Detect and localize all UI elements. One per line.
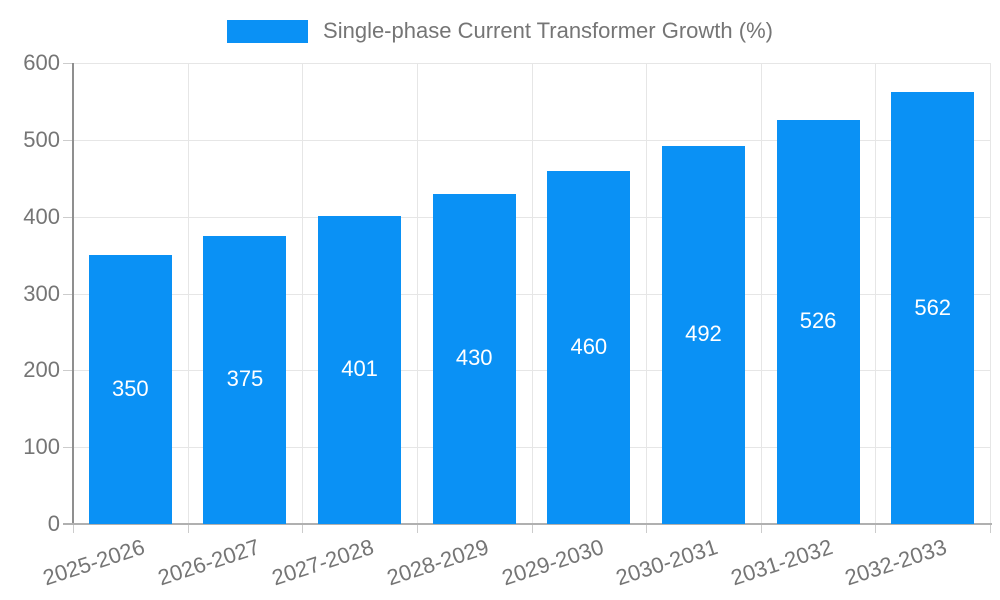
x-axis-tick-6	[760, 525, 762, 533]
y-axis-label-400: 400	[23, 203, 60, 229]
x-axis-label-2026-2027: 2026-2027	[154, 534, 263, 591]
gridline-v-1	[187, 63, 189, 523]
x-axis-tick-8	[990, 525, 991, 533]
gridline-v-5	[646, 63, 648, 523]
y-axis-label-600: 600	[23, 50, 60, 75]
gridline-v-8	[990, 63, 991, 523]
bar-value-label-2032-2033: 562	[914, 294, 952, 320]
gridline-v-3	[416, 63, 418, 523]
bar-2026-2027	[203, 235, 287, 524]
x-axis-label-2028-2029: 2028-2029	[383, 534, 492, 591]
y-axis-tick-400	[63, 216, 73, 218]
x-axis-line	[63, 523, 992, 525]
y-axis-label-100: 100	[23, 434, 60, 460]
y-axis-tick-100	[63, 447, 73, 449]
gridline-v-4	[531, 63, 533, 523]
x-axis-tick-0	[73, 525, 74, 533]
bar-2027-2028	[318, 215, 402, 524]
bar-2025-2026	[88, 255, 172, 524]
x-axis-label-2025-2026: 2025-2026	[39, 534, 148, 591]
bar-2030-2031	[661, 145, 745, 524]
x-axis-tick-1	[187, 525, 189, 533]
x-axis-tick-4	[531, 525, 533, 533]
y-axis-tick-200	[63, 370, 73, 372]
y-axis-tick-300	[63, 293, 73, 295]
legend-label: Single-phase Current Transformer Growth …	[323, 18, 773, 43]
y-axis-label-200: 200	[23, 357, 60, 383]
bar-value-label-2026-2027: 375	[226, 366, 264, 392]
y-axis-tick-500	[63, 139, 73, 141]
y-axis-label-0: 0	[47, 511, 60, 536]
bar-value-label-2027-2028: 401	[341, 356, 378, 382]
x-axis-tick-3	[416, 525, 418, 533]
bar-2032-2033	[891, 92, 975, 524]
y-axis-label-300: 300	[23, 280, 60, 306]
bar-2028-2029	[432, 193, 516, 524]
x-axis-tick-2	[302, 525, 304, 533]
y-axis-label-500: 500	[23, 126, 60, 152]
legend-swatch	[227, 19, 309, 43]
x-axis-tick-7	[875, 525, 877, 533]
gridline-v-6	[760, 63, 762, 523]
x-axis-label-2029-2030: 2029-2030	[498, 534, 607, 591]
x-axis-tick-5	[646, 525, 648, 533]
x-axis-label-2030-2031: 2030-2031	[613, 534, 721, 591]
bar-value-label-2029-2030: 460	[570, 333, 608, 359]
gridline-v-2	[302, 63, 304, 523]
x-axis-label-2031-2032: 2031-2032	[727, 534, 836, 591]
y-axis-line	[72, 63, 74, 525]
bar-value-label-2025-2026: 350	[111, 376, 149, 402]
x-axis-label-2027-2028: 2027-2028	[269, 534, 377, 591]
bar-2029-2030	[547, 170, 631, 524]
bar-2031-2032	[776, 119, 860, 524]
bar-value-label-2030-2031: 492	[685, 321, 722, 347]
chart-legend[interactable]: Single-phase Current Transformer Growth …	[0, 18, 1000, 44]
gridline-v-7	[875, 63, 877, 523]
y-axis-tick-600	[63, 63, 73, 64]
bar-value-label-2028-2029: 430	[455, 345, 493, 371]
x-axis-label-2032-2033: 2032-2033	[842, 534, 951, 591]
bar-value-label-2031-2032: 526	[799, 308, 837, 334]
